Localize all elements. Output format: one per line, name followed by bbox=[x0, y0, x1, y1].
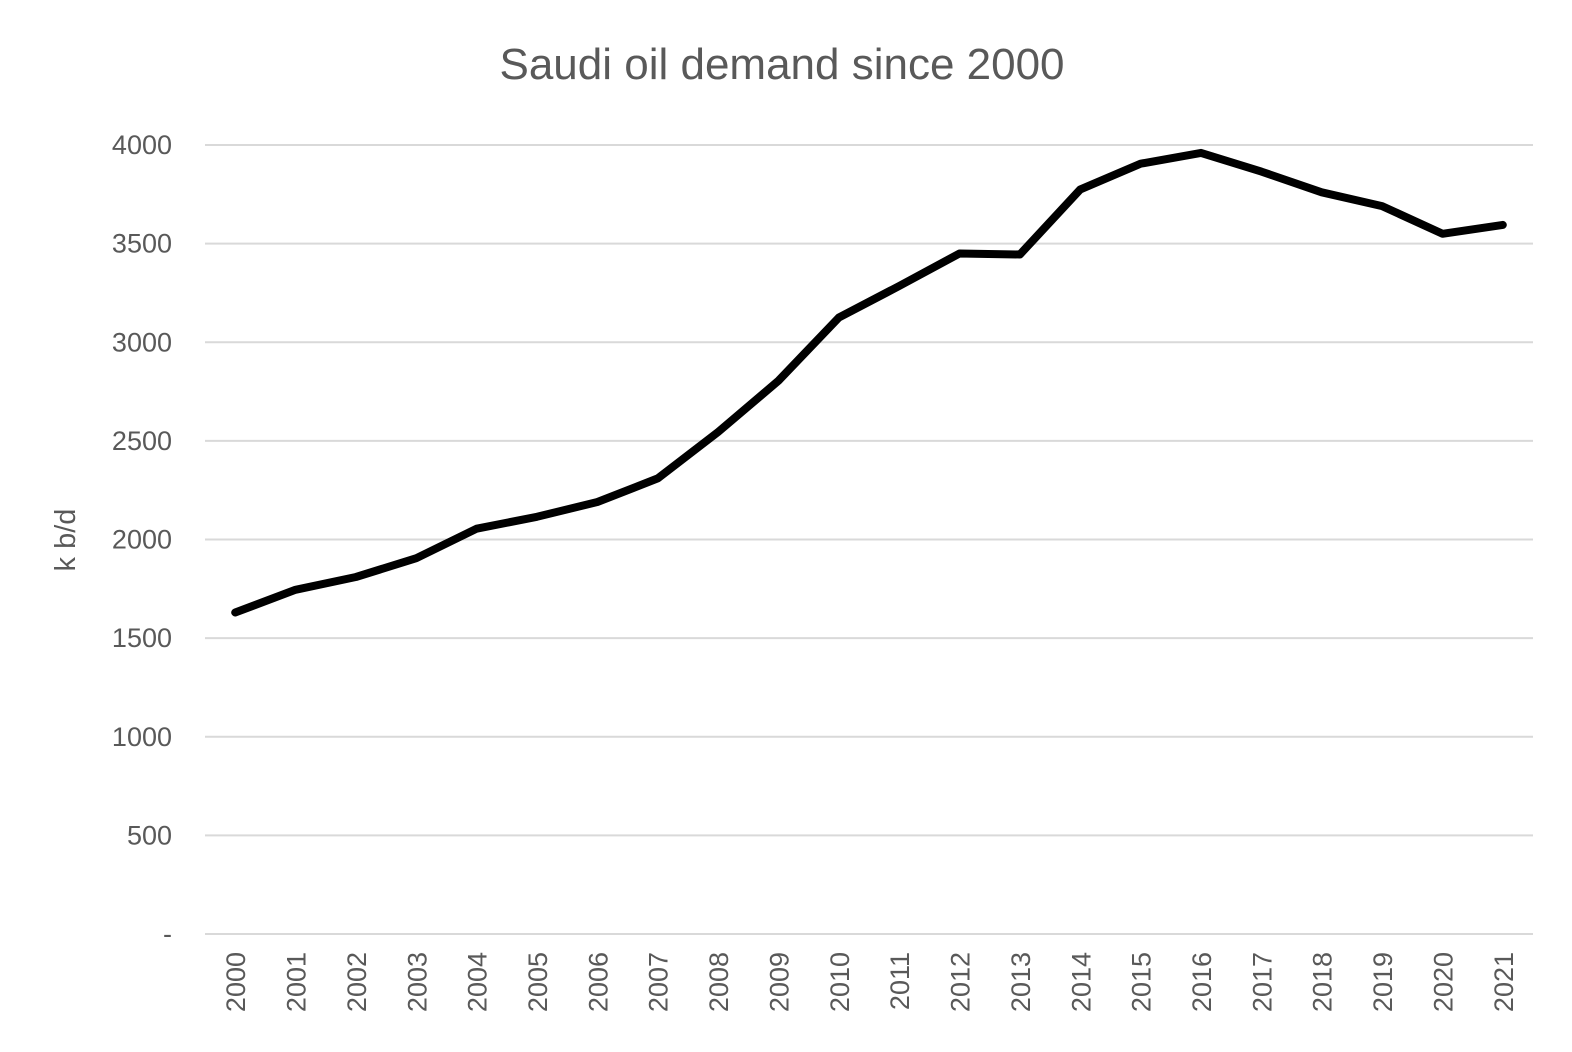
x-tick-label-2011: 2011 bbox=[885, 952, 915, 1010]
x-tick-label-2018: 2018 bbox=[1308, 952, 1338, 1012]
x-tick-label-2012: 2012 bbox=[946, 952, 976, 1012]
series-line-0 bbox=[231, 148, 1507, 617]
x-tick-label-2021: 2021 bbox=[1489, 952, 1519, 1012]
x-tick-label-2002: 2002 bbox=[342, 952, 372, 1012]
x-tick-label-2000: 2000 bbox=[221, 952, 251, 1012]
x-tick-label-2001: 2001 bbox=[282, 952, 312, 1012]
y-tick-label-6: 3000 bbox=[112, 327, 172, 357]
x-tick-label-2014: 2014 bbox=[1066, 952, 1096, 1012]
x-tick-label-2007: 2007 bbox=[644, 952, 674, 1012]
y-axis-ticks: - 500 1000 1500 2000 2500 3000 3500 4000 bbox=[112, 130, 172, 949]
y-tick-label-5: 2500 bbox=[112, 426, 172, 456]
chart-title: Saudi oil demand since 2000 bbox=[499, 40, 1064, 89]
x-tick-label-2004: 2004 bbox=[463, 952, 493, 1012]
x-tick-label-2020: 2020 bbox=[1428, 952, 1458, 1012]
y-tick-label-0: - bbox=[163, 919, 172, 949]
series-layer bbox=[231, 148, 1507, 617]
gridlines bbox=[205, 144, 1533, 935]
x-tick-label-2019: 2019 bbox=[1368, 952, 1398, 1012]
y-tick-label-4: 2000 bbox=[112, 525, 172, 555]
x-tick-label-2003: 2003 bbox=[402, 952, 432, 1012]
x-tick-label-2015: 2015 bbox=[1127, 952, 1157, 1012]
x-tick-label-2008: 2008 bbox=[704, 952, 734, 1012]
y-tick-label-2: 1000 bbox=[112, 722, 172, 752]
x-tick-label-2013: 2013 bbox=[1006, 952, 1036, 1012]
x-axis-ticks: 2000 2001 2002 2003 2004 2005 2006 2007 2008 2009… bbox=[221, 952, 1519, 1012]
y-tick-label-8: 4000 bbox=[112, 130, 172, 160]
y-tick-label-1: 500 bbox=[127, 820, 172, 850]
x-tick-label-2009: 2009 bbox=[764, 952, 794, 1012]
x-tick-label-2005: 2005 bbox=[523, 952, 553, 1012]
y-axis-label: k b/d bbox=[50, 509, 82, 572]
x-tick-label-2010: 2010 bbox=[825, 952, 855, 1012]
y-tick-label-7: 3500 bbox=[112, 229, 172, 259]
x-tick-label-2017: 2017 bbox=[1247, 952, 1277, 1012]
x-tick-label-2006: 2006 bbox=[583, 952, 613, 1012]
y-tick-label-3: 1500 bbox=[112, 623, 172, 653]
x-tick-label-2016: 2016 bbox=[1187, 952, 1217, 1012]
